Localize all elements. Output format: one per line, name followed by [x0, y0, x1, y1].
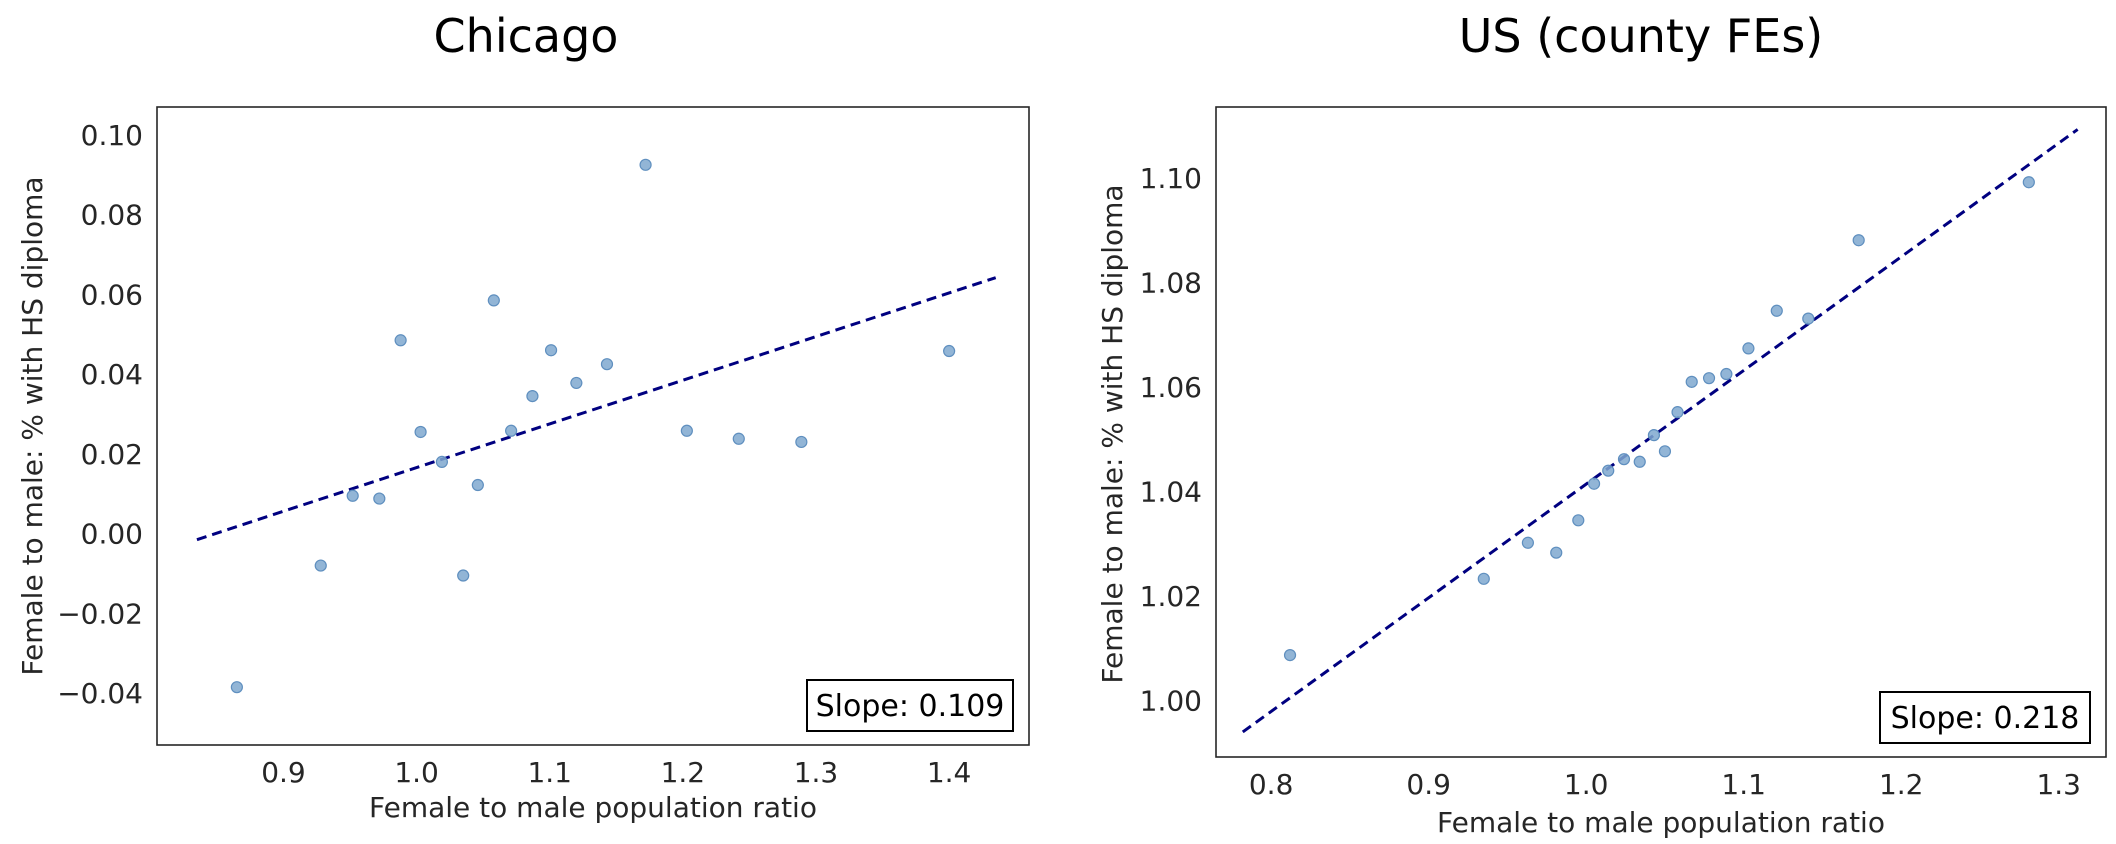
x-tick-label: 1.2 — [661, 756, 706, 789]
data-point — [1647, 429, 1661, 442]
x-axis-label: Female to male population ratio — [1437, 806, 1885, 839]
y-tick-label: −0.02 — [57, 597, 143, 630]
x-tick-label: 0.8 — [1249, 768, 1294, 801]
y-tick-label: 0.06 — [81, 278, 143, 311]
data-point — [1702, 372, 1716, 385]
x-axis-label: Female to male population ratio — [369, 791, 817, 824]
data-point — [394, 334, 407, 347]
y-tick-label: 0.04 — [81, 358, 143, 391]
data-point — [435, 455, 448, 468]
y-tick-label: 0.02 — [81, 438, 143, 471]
x-tick-label: 1.1 — [527, 756, 572, 789]
plot-area — [156, 106, 1030, 746]
data-point — [1852, 234, 1865, 247]
data-point — [732, 432, 745, 445]
slope-box — [806, 679, 1014, 732]
scatter-points — [1283, 176, 2035, 662]
y-tick-label: 1.10 — [1140, 162, 1202, 195]
x-tick-label: 1.3 — [794, 756, 839, 789]
data-point — [1587, 477, 1601, 490]
data-point — [943, 344, 956, 358]
data-point — [1550, 546, 1563, 559]
x-tick-label: 0.9 — [261, 756, 306, 789]
x-tick-label: 1.3 — [2036, 768, 2081, 801]
slope-annotation: Slope: 0.218 — [1891, 701, 2080, 736]
data-point — [526, 389, 539, 403]
data-point — [1572, 514, 1585, 527]
data-point — [487, 294, 500, 307]
data-point — [457, 569, 470, 582]
y-tick-label: 0.08 — [81, 199, 143, 232]
y-tick-label: −0.04 — [57, 677, 143, 710]
data-point — [230, 681, 243, 694]
data-point — [1633, 455, 1646, 468]
data-point — [600, 358, 614, 371]
data-point — [680, 424, 693, 437]
data-point — [795, 435, 808, 449]
y-tick-label: 1.04 — [1140, 476, 1202, 509]
data-point — [1802, 312, 1815, 325]
data-point — [1477, 572, 1490, 585]
y-tick-labels: −0.04 −0.02 0.00 0.02 0.04 0.06 0.08 0.10 — [57, 119, 143, 710]
regression-line — [196, 276, 997, 542]
y-axis-label: Female to male: % with HS diploma — [1096, 184, 1129, 683]
data-point — [1685, 375, 1698, 388]
data-point — [544, 344, 558, 357]
data-point — [570, 376, 583, 390]
chicago-panel: Chicago 0.9 1.0 1.1 1.2 1.3 1.4 −0.04 −0.02 0.0… — [16, 9, 1030, 824]
x-tick-labels: 0.9 1.0 1.1 1.2 1.3 1.4 — [261, 756, 971, 789]
y-tick-label: 0.00 — [81, 518, 143, 551]
data-point — [373, 492, 386, 505]
y-tick-label: 1.02 — [1140, 580, 1202, 613]
y-tick-label: 1.06 — [1140, 371, 1202, 404]
chart-title: US (county FEs) — [1459, 9, 1824, 63]
data-point — [2022, 176, 2035, 189]
y-axis-label: Female to male: % with HS diploma — [16, 176, 49, 675]
data-point — [1521, 536, 1534, 549]
data-point — [639, 158, 652, 171]
data-point — [314, 559, 327, 572]
x-tick-label: 1.0 — [394, 756, 439, 789]
x-tick-label: 1.4 — [927, 756, 972, 789]
regression-line — [1241, 128, 2079, 734]
data-point — [1720, 367, 1733, 381]
x-tick-labels: 0.8 0.9 1.0 1.1 1.2 1.3 — [1249, 768, 2081, 801]
data-point — [471, 478, 484, 492]
y-tick-label: 1.00 — [1140, 685, 1202, 718]
data-point — [1742, 342, 1755, 355]
slope-box — [1879, 691, 2091, 744]
data-point — [1617, 453, 1631, 466]
slope-annotation: Slope: 0.109 — [816, 689, 1005, 724]
x-tick-label: 0.9 — [1406, 768, 1451, 801]
data-point — [1283, 649, 1297, 662]
y-tick-labels: 1.00 1.02 1.04 1.06 1.08 1.10 — [1140, 162, 1202, 718]
scatter-points — [230, 158, 956, 694]
data-point — [346, 489, 359, 502]
chart-title: Chicago — [434, 9, 619, 63]
x-tick-label: 1.2 — [1879, 768, 1924, 801]
data-point — [1671, 406, 1684, 419]
data-point — [1770, 304, 1783, 317]
data-point — [1658, 445, 1672, 458]
us-county-panel: US (county FEs) 0.8 0.9 1.0 1.1 1.2 1.3 1.001… — [1096, 9, 2107, 839]
data-point — [1602, 464, 1615, 477]
y-tick-label: 0.10 — [81, 119, 143, 152]
data-point — [505, 424, 518, 437]
x-tick-label: 1.0 — [1564, 768, 1609, 801]
y-tick-label: 1.08 — [1140, 267, 1202, 300]
x-tick-label: 1.1 — [1721, 768, 1766, 801]
data-point — [414, 425, 427, 439]
